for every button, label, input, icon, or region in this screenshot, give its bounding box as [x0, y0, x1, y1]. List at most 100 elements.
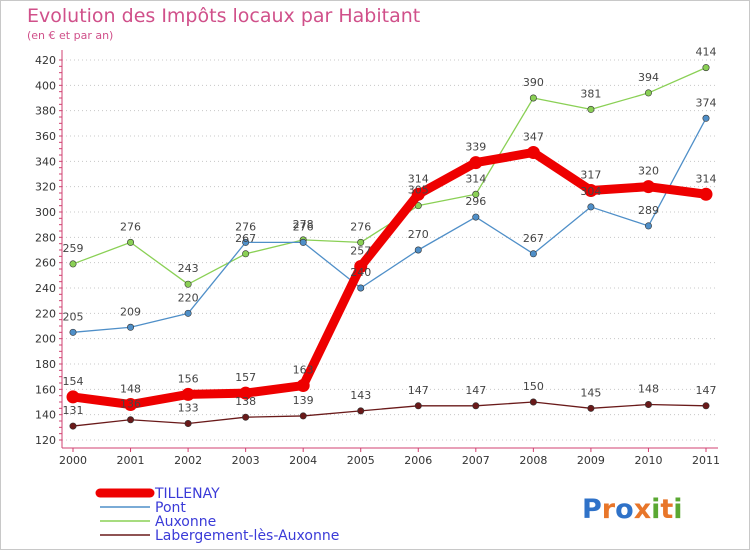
data-labels: 205 209 220 276 276 240 270 296 267 304 289 374 259 2… — [63, 46, 717, 417]
data-label: 220 — [178, 291, 199, 304]
data-point — [699, 187, 713, 201]
y-tick-label: 240 — [35, 282, 56, 295]
data-point — [127, 323, 135, 331]
data-label: 145 — [580, 386, 601, 399]
data-label: 156 — [178, 372, 199, 385]
data-label: 267 — [235, 232, 256, 245]
data-point — [66, 390, 80, 404]
x-tick-label: 2004 — [289, 454, 317, 467]
data-label: 276 — [293, 220, 314, 233]
y-tick-label: 280 — [35, 231, 56, 244]
data-point — [584, 183, 598, 197]
data-point — [124, 398, 138, 412]
data-point — [127, 416, 135, 424]
data-label: 143 — [350, 389, 371, 402]
data-point — [242, 238, 250, 246]
data-label: 276 — [120, 220, 141, 233]
data-point — [242, 413, 250, 421]
data-label: 381 — [580, 87, 601, 100]
x-tick-label: 2006 — [404, 454, 432, 467]
x-tick-label: 2010 — [634, 454, 662, 467]
data-label: 304 — [580, 185, 601, 198]
y-axis-ticks: 120 140 160 180 200 220 240 260 280 300 320 340 360 3… — [35, 54, 56, 447]
data-point — [69, 260, 77, 268]
data-point — [644, 401, 652, 409]
logo-letter: x — [634, 494, 651, 525]
y-tick-label: 220 — [35, 307, 56, 320]
data-label: 205 — [63, 310, 84, 323]
y-tick-label: 180 — [35, 358, 56, 371]
series-line-auxonne — [72, 66, 707, 285]
data-label: 314 — [408, 172, 429, 185]
data-label: 147 — [696, 384, 717, 397]
data-label: 139 — [293, 394, 314, 407]
data-label: 278 — [293, 218, 314, 231]
data-label: 296 — [465, 195, 486, 208]
data-point — [184, 280, 192, 288]
data-label: 148 — [638, 383, 659, 396]
data-point — [299, 412, 307, 420]
data-point — [69, 328, 77, 336]
data-point — [242, 250, 250, 258]
y-tick-label: 300 — [35, 206, 56, 219]
x-tick-label: 2005 — [347, 454, 375, 467]
data-label: 320 — [638, 165, 659, 178]
data-label: 259 — [63, 242, 84, 255]
x-tick-label: 2007 — [462, 454, 490, 467]
grid-lines — [62, 59, 718, 441]
data-label: 276 — [235, 220, 256, 233]
data-point — [296, 379, 310, 393]
y-tick-label: 160 — [35, 383, 56, 396]
data-point — [414, 402, 422, 410]
data-label: 317 — [580, 168, 601, 181]
data-label: 243 — [178, 262, 199, 275]
data-point — [587, 203, 595, 211]
data-point — [702, 402, 710, 410]
y-tick-label: 260 — [35, 257, 56, 270]
chart-title: Evolution des Impôts locaux par Habitant — [27, 5, 421, 27]
data-point — [644, 222, 652, 230]
x-tick-label: 2009 — [577, 454, 605, 467]
logo-letter: i — [651, 494, 660, 525]
series-line-tillenay — [68, 147, 711, 410]
data-point — [181, 387, 195, 401]
series-group — [66, 64, 713, 430]
data-label: 414 — [696, 46, 717, 59]
data-label: 157 — [235, 371, 256, 384]
axes — [59, 50, 718, 452]
data-point — [239, 386, 253, 400]
data-point — [184, 309, 192, 317]
data-label: 138 — [235, 395, 256, 408]
data-point — [641, 180, 655, 194]
x-tick-label: 2008 — [519, 454, 547, 467]
data-point — [529, 398, 537, 406]
data-point — [587, 105, 595, 113]
data-label: 394 — [638, 71, 659, 84]
data-point — [529, 94, 537, 102]
data-label: 374 — [696, 96, 717, 109]
data-point — [702, 114, 710, 122]
data-label: 148 — [120, 383, 141, 396]
y-tick-label: 340 — [35, 155, 56, 168]
data-label: 147 — [465, 384, 486, 397]
x-tick-label: 2003 — [232, 454, 260, 467]
y-tick-label: 140 — [35, 409, 56, 422]
series-line-pont — [72, 117, 707, 333]
data-label: 133 — [178, 402, 199, 415]
data-label: 150 — [523, 380, 544, 393]
y-tick-label: 360 — [35, 130, 56, 143]
data-label: 147 — [408, 384, 429, 397]
data-point — [472, 213, 480, 221]
data-point — [587, 404, 595, 412]
y-tick-label: 420 — [35, 54, 56, 67]
data-point — [299, 238, 307, 246]
data-point — [127, 238, 135, 246]
data-point — [526, 145, 540, 159]
data-label: 257 — [350, 244, 371, 257]
chart-subtitle: (en € et par an) — [27, 29, 114, 42]
y-tick-label: 120 — [35, 434, 56, 447]
data-label: 305 — [408, 184, 429, 197]
y-tick-label: 400 — [35, 79, 56, 92]
